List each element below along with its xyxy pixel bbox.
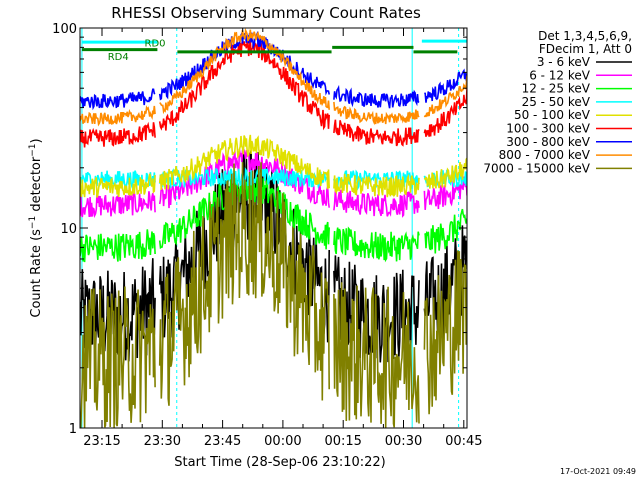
x-tick-label: 23:30	[144, 434, 181, 449]
legend-header-line1: Det 1,3,4,5,6,9,	[538, 29, 632, 43]
series-line-7	[80, 28, 467, 127]
annotation-rd0: RD0	[145, 38, 166, 49]
legend-header-line2: FDecim 1, Att 0	[539, 42, 632, 56]
y-axis-label-exp1: −1	[28, 216, 38, 229]
x-tick-label: 00:00	[264, 434, 301, 449]
legend-label-0: 3 - 6 keV	[537, 55, 591, 69]
timestamp: 17-Oct-2021 09:49	[560, 467, 636, 476]
x-tick-label: 00:45	[445, 434, 482, 449]
x-tick-label: 00:15	[324, 434, 361, 449]
y-axis-label: Count Rate (s−1 detector−1)	[28, 138, 44, 317]
x-axis: 23:15 23:30 23:45 00:00 00:15 00:30 00:45	[83, 28, 483, 449]
series-line-1	[80, 148, 467, 219]
x-tick-label: 00:30	[385, 434, 422, 449]
y-axis-label-end: )	[29, 138, 44, 143]
y-axis-label-mid: detector	[29, 156, 44, 216]
legend-label-6: 300 - 800 keV	[506, 135, 590, 149]
series-line-0	[80, 150, 467, 363]
legend-label-2: 12 - 25 keV	[522, 82, 591, 96]
series-line-5	[80, 39, 467, 148]
chart-title: RHESSI Observing Summary Count Rates	[111, 4, 421, 22]
x-tick-label: 23:45	[204, 434, 241, 449]
legend-label-8: 7000 - 15000 keV	[483, 161, 590, 175]
x-axis-label: Start Time (28-Sep-06 23:10:22)	[174, 455, 385, 470]
y-axis-label-exp2: −1	[28, 143, 38, 156]
y-axis: 1 10 100	[52, 22, 467, 437]
y-tick-label: 1	[69, 422, 77, 437]
x-tick-label: 23:15	[83, 434, 120, 449]
series-line-8	[80, 162, 467, 428]
y-tick-label: 10	[60, 222, 77, 237]
legend-label-5: 100 - 300 keV	[506, 122, 590, 136]
legend-label-7: 800 - 7000 keV	[499, 148, 591, 162]
y-tick-label: 100	[52, 22, 77, 37]
y-axis-label-main: Count Rate (s	[29, 229, 44, 318]
series-line-4	[80, 134, 467, 198]
legend: Det 1,3,4,5,6,9, FDecim 1, Att 0 3 - 6 k…	[483, 29, 632, 175]
series-line-6	[80, 30, 467, 111]
plot-area: RD4 RD0	[80, 28, 467, 428]
legend-label-4: 50 - 100 keV	[514, 108, 591, 122]
legend-label-3: 25 - 50 keV	[522, 95, 591, 109]
legend-label-1: 6 - 12 keV	[529, 68, 591, 82]
annotation-rd4: RD4	[108, 52, 129, 63]
